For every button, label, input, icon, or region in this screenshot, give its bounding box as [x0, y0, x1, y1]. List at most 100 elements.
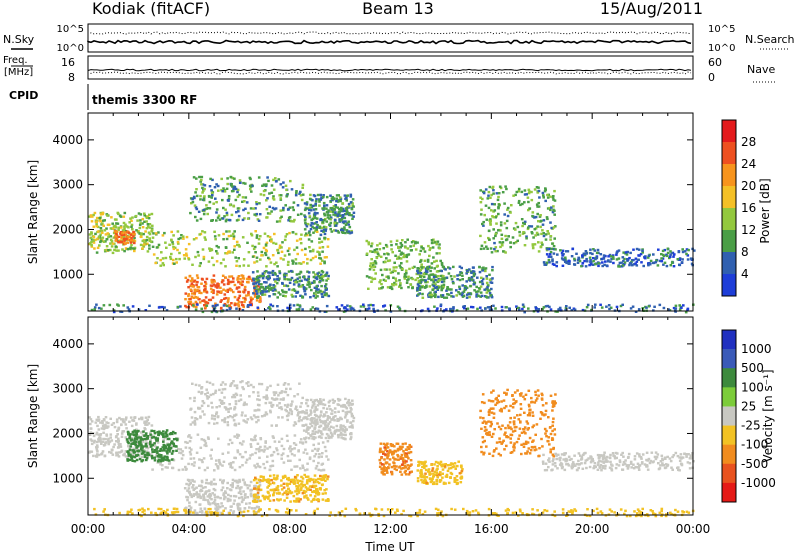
heatmap-cell: [404, 442, 407, 445]
heatmap-cell: [279, 217, 282, 220]
heatmap-cell: [536, 205, 539, 208]
heatmap-cell: [463, 288, 467, 291]
heatmap-cell: [164, 445, 168, 449]
heatmap-cell: [227, 443, 230, 446]
heatmap-cell: [282, 447, 286, 451]
heatmap-cell: [241, 386, 244, 389]
heatmap-cell: [252, 247, 256, 251]
heatmap-cell: [215, 211, 218, 214]
heatmap-cell: [231, 478, 235, 482]
heatmap-cell: [275, 486, 279, 489]
heatmap-cell: [101, 450, 105, 453]
heatmap-cell: [680, 261, 684, 264]
heatmap-cell: [350, 412, 354, 416]
heatmap-cell: [275, 449, 279, 452]
heatmap-cell: [191, 486, 194, 489]
heatmap-cell: [390, 444, 393, 448]
heatmap-cell: [470, 305, 473, 309]
heatmap-cell: [400, 467, 403, 470]
heatmap-cell: [111, 222, 114, 225]
heatmap-cell: [400, 456, 403, 459]
heatmap-cell: [421, 247, 425, 250]
heatmap-cell: [414, 248, 418, 251]
heatmap-cell: [516, 306, 520, 310]
heatmap-cell: [125, 237, 128, 241]
heatmap-cell: [297, 500, 301, 503]
heatmap-cell: [195, 237, 198, 240]
heatmap-cell: [324, 423, 327, 427]
heatmap-cell: [318, 198, 321, 201]
heatmap-cell: [637, 248, 641, 251]
heatmap-cell: [169, 255, 172, 259]
heatmap-cell: [392, 451, 396, 454]
heatmap-cell: [232, 393, 236, 397]
heatmap-cell: [403, 461, 407, 464]
heatmap-cell: [187, 258, 191, 261]
heatmap-cell: [320, 292, 324, 296]
heatmap-cell: [229, 175, 233, 179]
heatmap-cell: [282, 181, 285, 184]
heatmap-cell: [401, 252, 405, 255]
heatmap-cell: [188, 482, 191, 485]
heatmap-cell: [488, 185, 492, 189]
heatmap-cell: [324, 226, 328, 229]
heatmap-cell: [222, 460, 226, 463]
freq-left-tick-high: 16: [61, 56, 75, 69]
heatmap-cell: [188, 434, 191, 437]
heatmap-cell: [420, 263, 423, 266]
heatmap-cell: [336, 206, 340, 209]
heatmap-cell: [528, 207, 532, 210]
heatmap-cell: [336, 213, 339, 216]
heatmap-cell: [328, 429, 332, 432]
heatmap-cell: [321, 452, 324, 455]
heatmap-cell: [405, 452, 408, 455]
nsearch-label: N.Search: [745, 33, 795, 46]
heatmap-cell: [522, 231, 525, 234]
heatmap-cell: [103, 219, 106, 222]
heatmap-cell: [435, 259, 438, 263]
heatmap-cell: [90, 231, 93, 234]
heatmap-cell: [160, 458, 163, 462]
heatmap-cell: [273, 285, 277, 288]
heatmap-cell: [667, 308, 670, 311]
heatmap-cell: [190, 296, 194, 299]
heatmap-cell: [571, 247, 574, 251]
heatmap-cell: [255, 299, 259, 302]
heatmap-cell: [394, 269, 397, 273]
heatmap-cell: [275, 477, 279, 480]
heatmap-cell: [203, 507, 207, 511]
heatmap-cell: [189, 423, 193, 426]
heatmap-cell: [348, 401, 352, 405]
heatmap-cell: [152, 232, 155, 235]
heatmap-cell: [478, 280, 482, 284]
heatmap-cell: [312, 437, 316, 441]
heatmap-cell: [266, 197, 269, 200]
heatmap-cell: [117, 228, 120, 232]
heatmap-cell: [308, 285, 311, 289]
heatmap-cell: [321, 246, 325, 249]
heatmap-cell: [301, 186, 304, 189]
heatmap-cell: [245, 382, 248, 385]
heatmap-cell: [92, 239, 95, 242]
heatmap-cell: [351, 198, 355, 201]
heatmap-cell: [119, 240, 123, 244]
heatmap-cell: [527, 200, 530, 204]
heatmap-cell: [280, 488, 284, 491]
heatmap-cell: [686, 308, 689, 312]
heatmap-cell: [269, 465, 272, 468]
heatmap-cell: [165, 429, 169, 432]
heatmap-cell: [419, 275, 422, 278]
heatmap-cell: [260, 415, 264, 418]
heatmap-cell: [340, 436, 343, 439]
heatmap-cell: [272, 491, 276, 494]
heatmap-cell: [481, 267, 484, 270]
heatmap-cell: [343, 216, 347, 220]
heatmap-cell: [395, 239, 399, 242]
y-tick-label: 3000: [52, 178, 83, 192]
heatmap-cell: [429, 273, 433, 276]
heatmap-cell: [505, 238, 509, 241]
heatmap-cell: [349, 308, 352, 311]
heatmap-cell: [134, 214, 138, 218]
heatmap-cell: [192, 464, 196, 467]
heatmap-cell: [198, 384, 201, 387]
